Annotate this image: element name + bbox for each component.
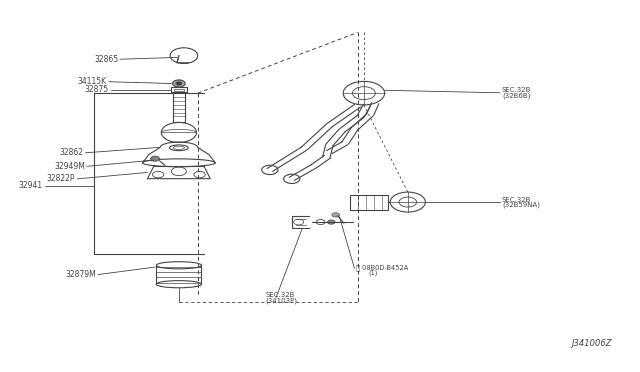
Text: (34103P): (34103P) [266,297,298,304]
Text: J341006Z: J341006Z [571,340,612,349]
Text: (1): (1) [368,269,378,276]
Circle shape [328,220,335,224]
Text: 34115K: 34115K [77,77,107,86]
Text: (32B59NA): (32B59NA) [502,202,540,208]
Bar [171,87,187,92]
Text: (32B6B): (32B6B) [502,92,531,99]
Text: 32822P: 32822P [47,174,76,183]
Text: 32875: 32875 [84,85,109,94]
Text: SEC.32B: SEC.32B [502,196,531,203]
Bar [174,89,184,91]
Text: SEC.32B: SEC.32B [502,87,531,93]
Text: Ⓑ 08B0D-B452A: Ⓑ 08B0D-B452A [356,264,408,271]
Text: 32862: 32862 [60,148,84,157]
Circle shape [150,156,159,161]
Circle shape [332,213,339,217]
Text: SEC.32B: SEC.32B [266,292,295,298]
Text: 32941: 32941 [19,182,43,190]
Bar [350,195,388,209]
Text: 32949M: 32949M [54,162,85,171]
Text: 32879M: 32879M [65,270,96,279]
Text: 32865: 32865 [94,55,118,64]
Circle shape [176,82,182,85]
Circle shape [173,80,185,87]
